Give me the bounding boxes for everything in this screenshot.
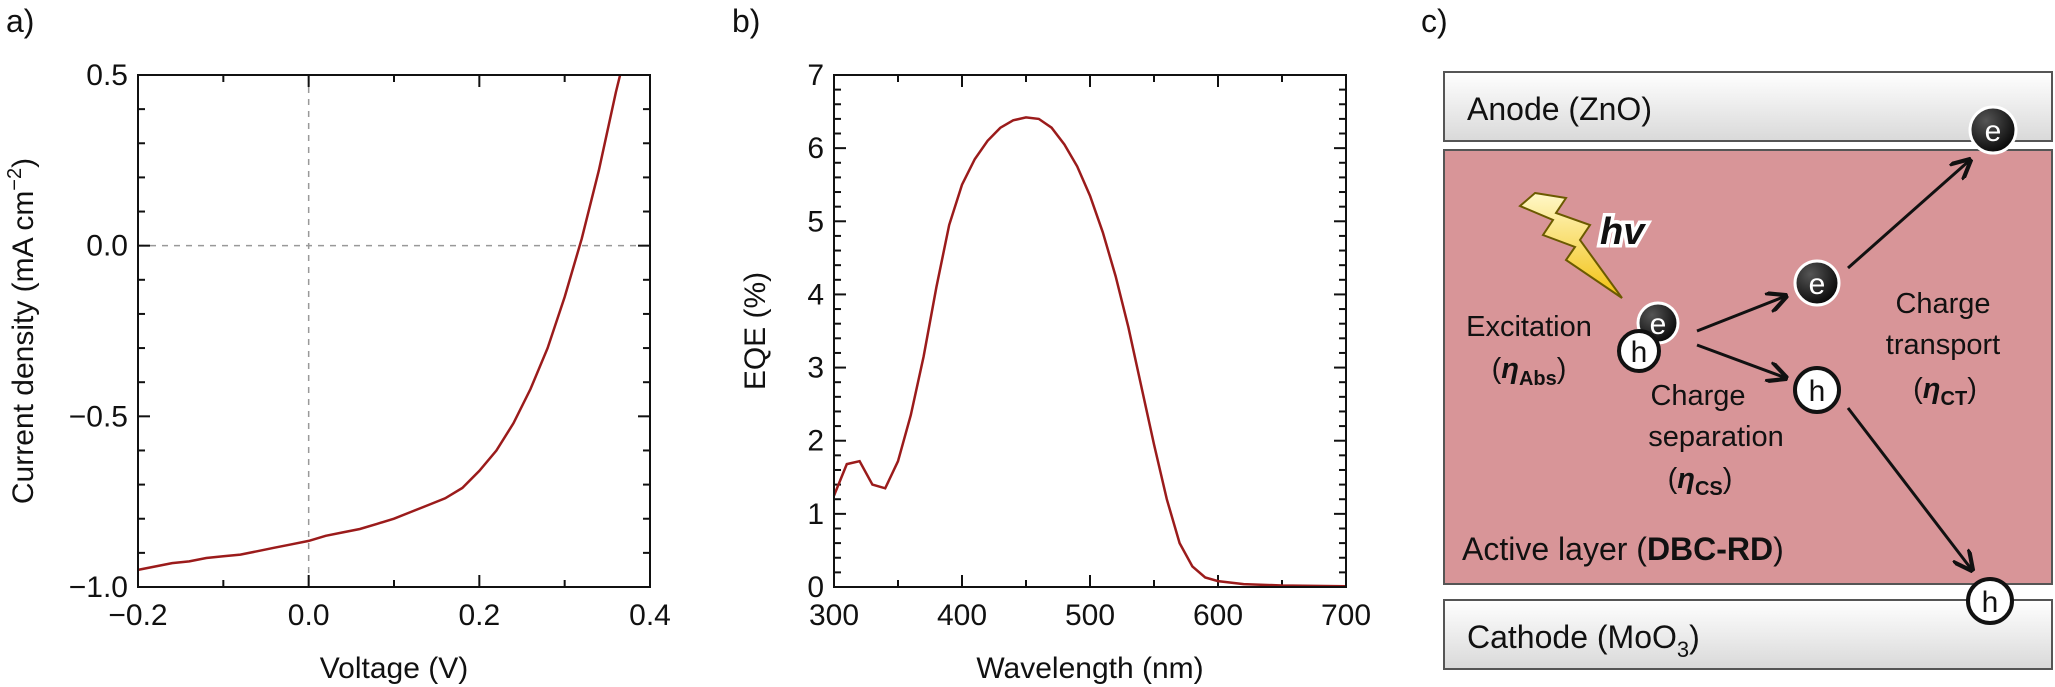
arrow-electron-transport: [1847, 160, 1970, 270]
jv-ticks: −0.2 0.0 0.2 0.4 0.5 0.0 −0.5 −1.0: [69, 59, 671, 632]
x-tick-label: 300: [809, 599, 859, 632]
y-tick-label: 0.5: [86, 59, 128, 92]
eqe-y-axis-label: EQE (%): [739, 272, 772, 390]
arrow-to-hole: [1696, 343, 1786, 378]
x-tick-label: 0.4: [629, 599, 671, 632]
jv-chart: −0.2 0.0 0.2 0.40.50.0−0.5−1.0 Voltage (V) …: [4, 59, 671, 685]
collected-electron: [1968, 105, 2018, 155]
cathode-layer: [1443, 599, 2053, 670]
eqe-ticks: 300 400 500 600 700 0 1 2 3 4 5 6 7: [807, 59, 1371, 632]
charge-transport-label-2: transport: [1886, 329, 2000, 361]
y-tick-label: 7: [807, 59, 824, 92]
hv-label: hv: [1600, 211, 1646, 253]
x-tick-label: 400: [937, 599, 987, 632]
x-tick-label: 500: [1065, 599, 1115, 632]
separated-hole-label: h: [1809, 375, 1826, 408]
exciton-electron-label: e: [1650, 308, 1667, 341]
x-tick-label: 0.2: [458, 599, 500, 632]
y-tick-label: 0.0: [86, 230, 128, 263]
separated-hole: [1793, 366, 1841, 414]
x-tick-label: 600: [1193, 599, 1243, 632]
y-tick-label: −1.0: [69, 571, 128, 604]
arrow-to-electron: [1696, 296, 1786, 333]
jv-plot-frame: [137, 74, 651, 588]
collected-hole-label: h: [1982, 586, 1999, 619]
lightning-icon: [1518, 191, 1623, 299]
collected-hole: [1966, 577, 2014, 625]
arrow-hole-transport: [1846, 407, 1972, 570]
panel-label-a: a): [6, 3, 34, 39]
jv-curve: [137, 74, 622, 572]
charge-separation-label-2: separation: [1648, 421, 1783, 453]
excitation-label: Excitation: [1466, 311, 1592, 343]
anode-label: Anode (ZnO): [1467, 91, 1652, 127]
eta-cs-label: (ηCS): [1668, 463, 1733, 500]
active-layer: [1443, 149, 2053, 585]
eqe-x-axis-label: Wavelength (nm): [976, 652, 1203, 685]
x-tick-label: 700: [1321, 599, 1371, 632]
exciton-hole: [1617, 329, 1661, 373]
y-tick-label: 3: [807, 352, 824, 385]
exciton-hole-label: h: [1631, 336, 1648, 369]
y-tick-label: −0.5: [69, 400, 128, 433]
cathode-label: Cathode (MoO3): [1467, 619, 1700, 662]
separated-electron: [1793, 259, 1841, 307]
collected-electron-label: e: [1985, 115, 2002, 148]
panel-label-c: c): [1421, 3, 1448, 39]
anode-layer: [1443, 71, 2053, 142]
y-tick-label: 1: [807, 498, 824, 531]
y-tick-label: 5: [807, 205, 824, 238]
jv-x-axis-label: Voltage (V): [320, 652, 468, 685]
charge-transport-label-1: Charge: [1895, 288, 1990, 320]
jv-y-axis-label: Current density (mA cm−2): [4, 158, 40, 504]
x-tick-label: −0.2: [108, 599, 167, 632]
y-tick-label: 6: [807, 132, 824, 165]
y-tick-label: 4: [807, 278, 824, 311]
charge-separation-label-1: Charge: [1650, 380, 1745, 412]
x-tick-label: 0.0: [288, 599, 330, 632]
separated-electron-label: e: [1809, 268, 1826, 301]
y-tick-label: 2: [807, 425, 824, 458]
panel-label-b: b): [732, 3, 760, 39]
active-layer-label: Active layer (DBC-RD): [1462, 531, 1784, 567]
process-diagram: Anode (ZnO) Active layer (DBC-RD) Cathod…: [1443, 71, 2053, 670]
eqe-curve: [832, 116, 1347, 588]
y-tick-label: 0: [807, 571, 824, 604]
eqe-plot-frame: [833, 74, 1347, 588]
